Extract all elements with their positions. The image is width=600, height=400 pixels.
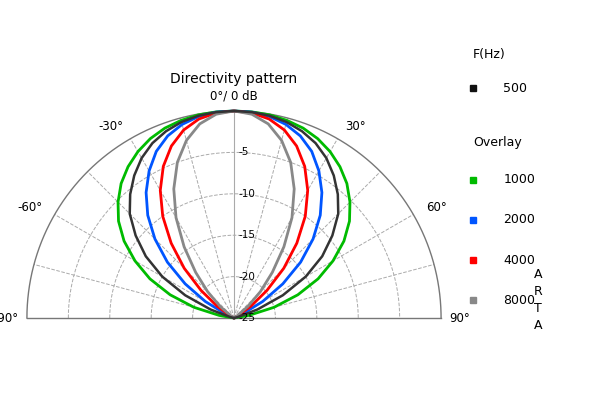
- Text: 2000: 2000: [503, 214, 535, 226]
- Text: Directivity pattern: Directivity pattern: [170, 72, 298, 86]
- Text: 90°: 90°: [449, 312, 470, 324]
- Text: -10: -10: [238, 189, 255, 199]
- Text: 8000: 8000: [503, 294, 535, 306]
- Text: -15: -15: [238, 230, 255, 240]
- Text: -90°: -90°: [0, 312, 19, 324]
- Text: -30°: -30°: [98, 120, 123, 133]
- Text: 30°: 30°: [345, 120, 365, 133]
- Text: -60°: -60°: [17, 201, 42, 214]
- Text: 500: 500: [503, 82, 527, 94]
- Text: F(Hz): F(Hz): [473, 48, 506, 61]
- Text: A
R
T
A: A R T A: [533, 268, 542, 332]
- Text: 1000: 1000: [503, 174, 535, 186]
- Text: 0°/ 0 dB: 0°/ 0 dB: [210, 90, 258, 103]
- Text: -20: -20: [238, 272, 255, 282]
- Text: -25: -25: [238, 313, 255, 323]
- Text: 60°: 60°: [426, 201, 446, 214]
- Text: 4000: 4000: [503, 254, 535, 266]
- Text: -5: -5: [238, 147, 248, 157]
- Text: Overlay: Overlay: [473, 136, 522, 149]
